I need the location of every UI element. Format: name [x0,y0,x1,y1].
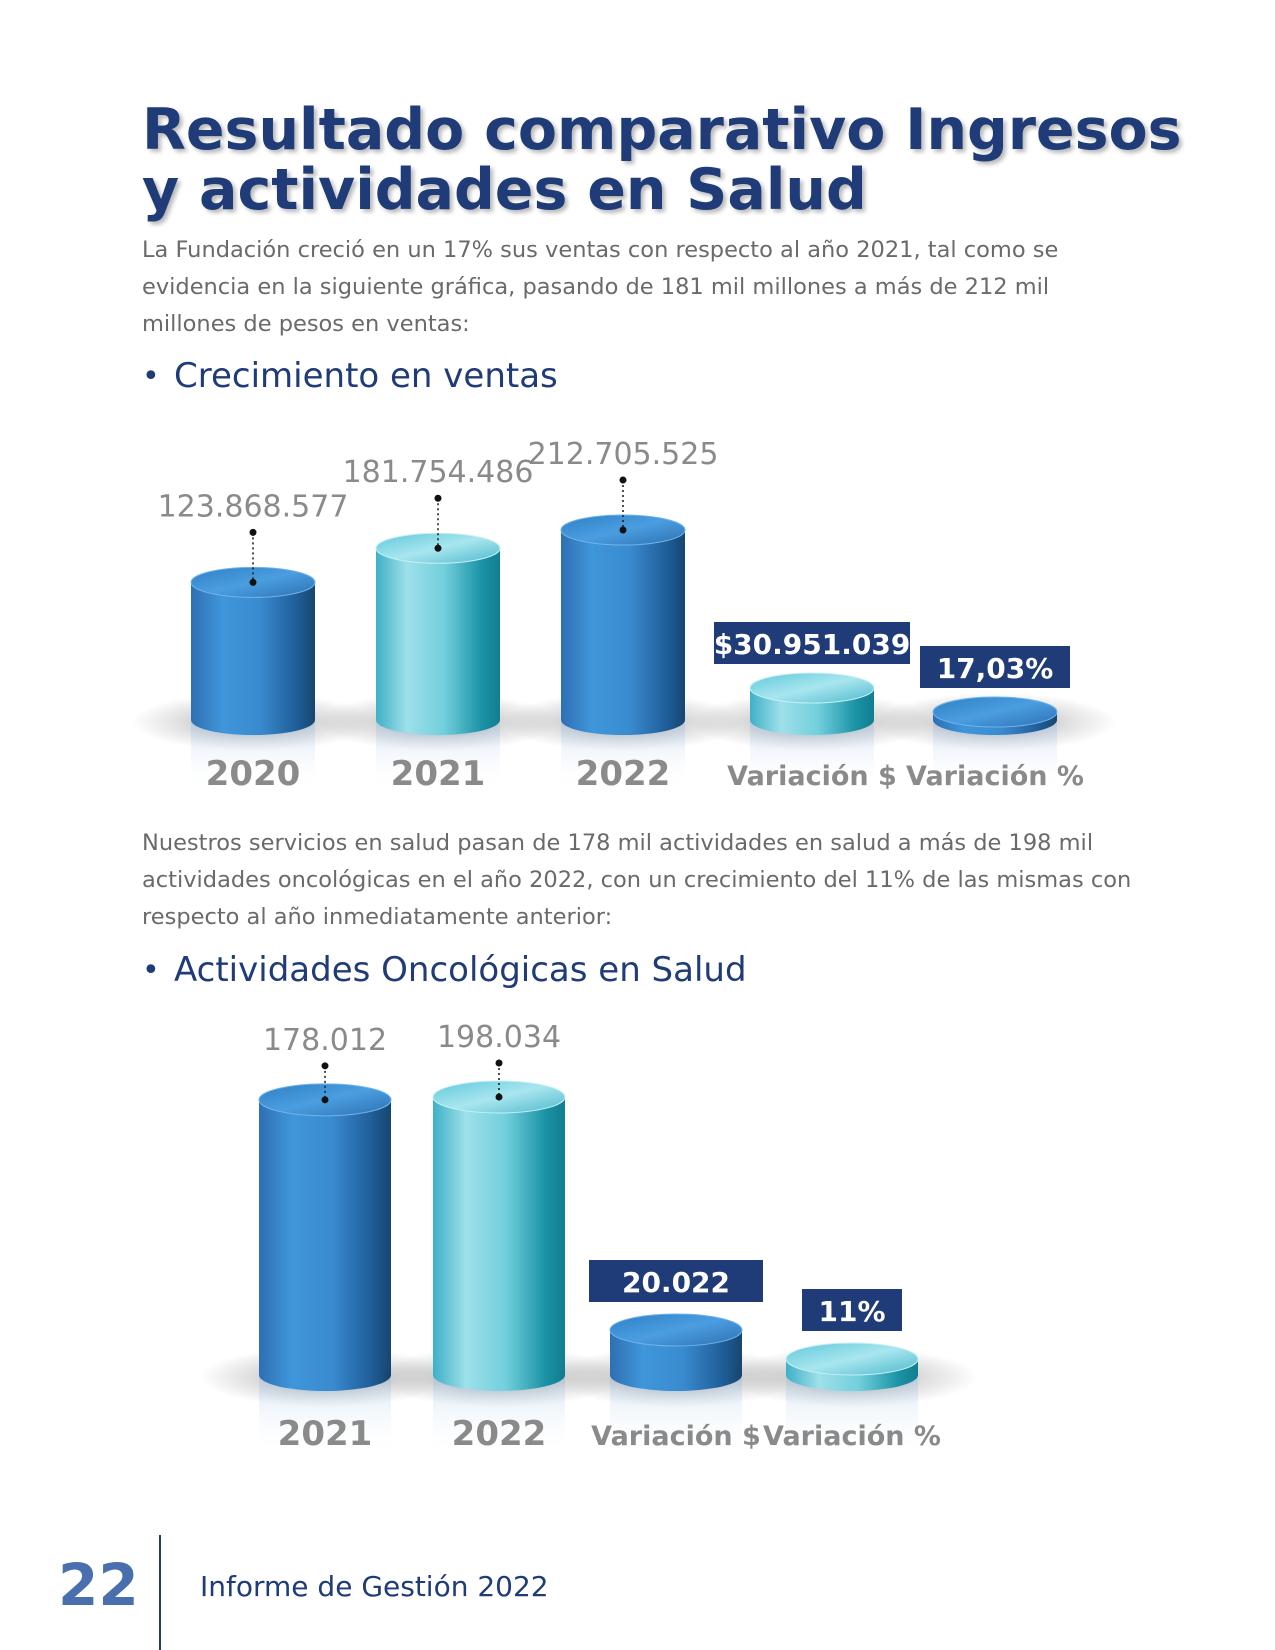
leader-dot [434,544,442,552]
bar-top [749,672,875,704]
value-badge-text: 17,03% [937,652,1054,685]
bar-body [191,582,315,735]
leader-dot [249,528,257,536]
leader-dot [321,1062,329,1070]
bullet-icon: • [142,952,160,988]
leader-dot [249,578,257,586]
value-label: 123.868.577 [158,489,349,524]
category-label: Variación % [906,761,1084,792]
leader-dot [434,494,442,502]
cylinder-bar-2: 198.034 2022 [373,1020,625,1455]
category-label: 2022 [452,1414,547,1454]
activities-section-heading: • Actividades Oncológicas en Salud [142,950,747,990]
cylinder-bar-1: 178.012 2021 [199,1023,451,1455]
bar-body [259,1099,391,1391]
sales-heading-text: Crecimiento en ventas [174,356,558,396]
activities-heading-text: Actividades Oncológicas en Salud [174,950,747,990]
page-number: 22 [58,1551,139,1619]
sales-section-heading: • Crecimiento en ventas [142,356,558,396]
cylinder-bar-4: 11% Variación % [726,1289,978,1455]
value-label: 212.705.525 [528,437,719,472]
bar-body [610,1330,742,1391]
sales-growth-chart: 123.868.577 2020 181.754.486 2021 212.705.52… [131,437,1117,794]
category-label: Variación % [763,1421,941,1452]
leader-dot [619,476,627,484]
bar-top [785,1342,919,1376]
leader-dot [495,1059,503,1067]
cylinder-bar-3: 212.705.525 2022 [501,437,745,794]
value-label: 198.034 [437,1020,561,1055]
footer-report-title: Informe de Gestión 2022 [200,1570,549,1603]
bar-body [561,530,685,735]
value-badge-text: 20.022 [622,1266,730,1299]
activities-paragraph: Nuestros servicios en salud pasan de 178… [142,830,1132,930]
cylinder-bar-4: $30.951.039 Variación $ [690,622,934,792]
category-label: Variación $ [591,1421,761,1452]
value-badge [920,646,1070,688]
leader-dot [619,526,627,534]
leader-dot [321,1096,329,1104]
value-label: 178.012 [263,1023,387,1058]
category-label: 2021 [391,754,486,794]
intro-paragraph: La Fundación creció en un 17% sus ventas… [142,237,1059,337]
category-label: 2021 [278,1414,373,1454]
cylinder-bar-3: 20.022 Variación $ [550,1260,802,1455]
page-title: Resultado comparativo Ingresos y activid… [142,97,1182,223]
value-badge [802,1289,902,1331]
bar-body [433,1097,565,1391]
category-label: Variación $ [727,761,897,792]
category-label: 2022 [576,754,671,794]
leader-dot [495,1093,503,1101]
value-label: 181.754.486 [343,455,534,490]
value-badge-text: 11% [818,1295,885,1328]
cylinder-bar-2: 181.754.486 2021 [316,455,560,794]
cylinder-bar-1: 123.868.577 2020 [131,489,375,794]
bullet-icon: • [142,358,160,394]
value-badge [714,622,910,664]
value-badge [589,1260,763,1302]
bar-top [609,1313,743,1347]
bar-body [376,548,500,735]
value-badge-text: $30.951.039 [714,628,911,661]
category-label: 2020 [206,754,301,794]
footer-divider [159,1535,161,1650]
bar-top [932,696,1058,728]
cylinder-bar-5: 17,03% Variación % [873,646,1117,792]
